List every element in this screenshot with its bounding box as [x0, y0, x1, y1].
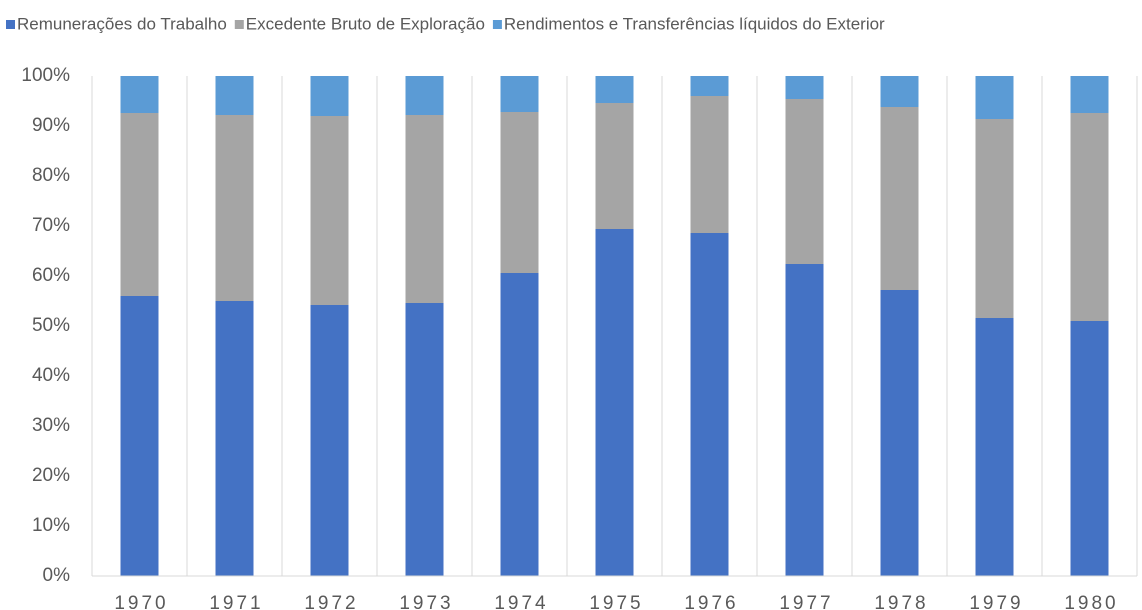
- bar-segment: [595, 103, 634, 229]
- bar-segment: [500, 273, 539, 576]
- x-tick-label: 1971: [209, 593, 263, 610]
- x-tick-label: 1973: [399, 593, 453, 610]
- bar-segment: [120, 76, 159, 113]
- bar-segment: [690, 96, 729, 233]
- bar-segment: [310, 116, 349, 305]
- y-tick-label: 0%: [43, 565, 71, 586]
- x-tick-label: 1977: [779, 593, 833, 610]
- y-tick-label: 60%: [32, 265, 70, 286]
- y-tick-label: 50%: [32, 315, 70, 336]
- bar-segment: [880, 76, 919, 107]
- y-tick-label: 20%: [32, 465, 70, 486]
- bar-segment: [310, 76, 349, 116]
- y-tick-label: 80%: [32, 165, 70, 186]
- y-tick-label: 30%: [32, 415, 70, 436]
- legend-label: Rendimentos e Transferências líquidos do…: [504, 14, 885, 33]
- x-tick-label: 1970: [114, 593, 168, 610]
- bar-segment: [405, 76, 444, 115]
- bar-segment: [500, 112, 539, 273]
- bar-segment: [690, 76, 729, 96]
- bar-segment: [405, 115, 444, 303]
- y-tick-label: 100%: [21, 65, 70, 86]
- y-tick-label: 10%: [32, 515, 70, 536]
- bar-segment: [785, 264, 824, 576]
- bar-segment: [1070, 113, 1109, 321]
- bar-segment: [975, 318, 1014, 576]
- y-tick-label: 90%: [32, 115, 70, 136]
- bar-segment: [310, 305, 349, 576]
- x-tick-label: 1978: [874, 593, 928, 610]
- x-tick-label: 1974: [494, 593, 548, 610]
- bar-segment: [1070, 76, 1109, 113]
- legend: Remunerações do Trabalho Excedente Bruto …: [6, 14, 885, 33]
- bar-segment: [880, 290, 919, 576]
- legend-label: Excedente Bruto de Exploração: [246, 14, 485, 33]
- x-tick-label: 1975: [589, 593, 643, 610]
- legend-swatch: [492, 20, 502, 29]
- y-tick-label: 70%: [32, 215, 70, 236]
- bar-segment: [500, 76, 539, 112]
- bar-segment: [405, 303, 444, 576]
- x-tick-label: 1980: [1064, 593, 1118, 610]
- bar-segment: [880, 107, 919, 290]
- bar-segment: [595, 229, 634, 576]
- x-tick-label: 1972: [304, 593, 358, 610]
- legend-swatch: [234, 20, 244, 29]
- bar-segment: [120, 113, 159, 296]
- bar-segment: [215, 301, 254, 576]
- bar-segment: [975, 76, 1014, 119]
- bar-segment: [690, 233, 729, 576]
- bar-segment: [975, 119, 1014, 318]
- legend-label: Remunerações do Trabalho: [17, 14, 227, 33]
- bar-segment: [120, 296, 159, 576]
- legend-swatch: [6, 20, 15, 29]
- x-tick-label: 1976: [684, 593, 738, 610]
- bar-segment: [785, 76, 824, 99]
- bar-segment: [595, 76, 634, 103]
- x-tick-label: 1979: [969, 593, 1023, 610]
- y-tick-label: 40%: [32, 365, 70, 386]
- bar-segment: [1070, 321, 1109, 576]
- bar-segment: [785, 99, 824, 264]
- bar-segment: [215, 115, 254, 301]
- bar-segment: [215, 76, 254, 115]
